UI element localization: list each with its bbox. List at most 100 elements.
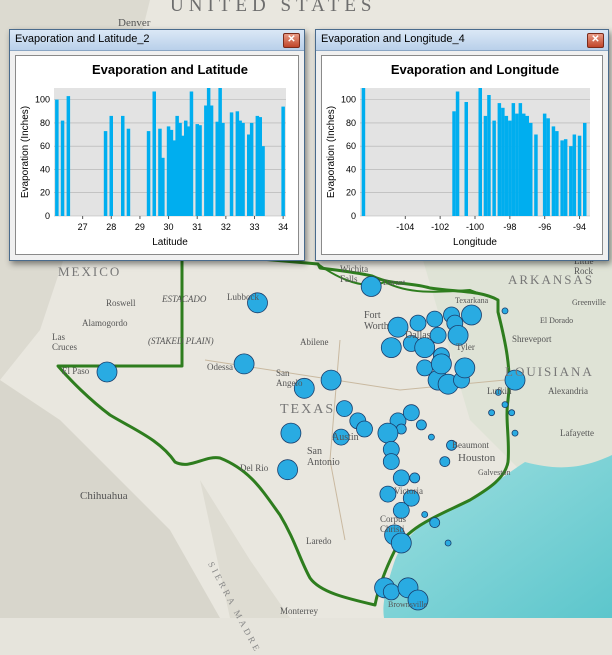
chart-bar[interactable] xyxy=(121,115,125,216)
weather-station-marker[interactable] xyxy=(461,304,482,326)
weather-station-marker[interactable] xyxy=(293,377,315,399)
chart-bar[interactable] xyxy=(577,135,582,216)
weather-station-marker[interactable] xyxy=(421,511,429,518)
chart-bar[interactable] xyxy=(161,157,165,216)
weather-station-marker[interactable] xyxy=(511,429,519,437)
chart-bar[interactable] xyxy=(361,88,366,216)
chart-bar[interactable] xyxy=(181,135,185,216)
chart-bar[interactable] xyxy=(529,122,533,216)
chart-bar[interactable] xyxy=(109,115,114,216)
weather-station-marker[interactable] xyxy=(332,428,350,446)
weather-station-marker[interactable] xyxy=(426,310,444,328)
chart-bar[interactable] xyxy=(569,146,573,216)
chart-bar[interactable] xyxy=(158,128,162,216)
weather-station-marker[interactable] xyxy=(430,353,452,375)
chart-bar[interactable] xyxy=(249,122,254,216)
chart-bar[interactable] xyxy=(546,118,550,216)
station-layer[interactable] xyxy=(96,276,526,611)
weather-station-marker[interactable] xyxy=(402,489,420,507)
chart-bar[interactable] xyxy=(487,95,491,216)
weather-station-marker[interactable] xyxy=(439,456,451,468)
weather-station-marker[interactable] xyxy=(392,501,410,519)
chart-bar[interactable] xyxy=(534,134,538,217)
chart-bar[interactable] xyxy=(166,126,171,216)
chart-bar[interactable] xyxy=(238,120,242,216)
weather-station-marker[interactable] xyxy=(409,314,427,332)
chart-bar[interactable] xyxy=(206,88,211,216)
chart-bar[interactable] xyxy=(560,140,564,216)
chart-bar[interactable] xyxy=(492,120,496,216)
chart-bar[interactable] xyxy=(478,88,483,216)
chart-bar[interactable] xyxy=(126,128,131,216)
weather-station-marker[interactable] xyxy=(382,583,400,601)
chart-bar[interactable] xyxy=(455,91,460,217)
chart-bar[interactable] xyxy=(152,91,157,217)
chart-bar[interactable] xyxy=(221,122,225,216)
weather-station-marker[interactable] xyxy=(508,409,516,417)
window-titlebar[interactable]: Evaporation and Longitude_4 ✕ xyxy=(316,30,608,51)
weather-station-marker[interactable] xyxy=(335,400,353,418)
weather-station-marker[interactable] xyxy=(280,422,302,444)
weather-station-marker[interactable] xyxy=(494,388,502,396)
chart-bar[interactable] xyxy=(508,120,512,216)
weather-station-marker[interactable] xyxy=(233,353,255,375)
chart-bar[interactable] xyxy=(522,113,526,216)
weather-station-marker[interactable] xyxy=(414,337,436,359)
chart-bar[interactable] xyxy=(241,122,245,216)
weather-station-marker[interactable] xyxy=(360,276,382,297)
weather-station-marker[interactable] xyxy=(392,469,410,487)
weather-station-marker[interactable] xyxy=(380,337,402,359)
chart-bar[interactable] xyxy=(178,122,182,216)
chart-bar[interactable] xyxy=(209,105,214,217)
weather-station-marker[interactable] xyxy=(427,433,435,441)
chart-bar[interactable] xyxy=(563,139,568,216)
chart-bar[interactable] xyxy=(60,120,65,216)
weather-station-marker[interactable] xyxy=(390,532,412,554)
chart-bar[interactable] xyxy=(572,134,577,217)
chart-bar[interactable] xyxy=(198,125,202,216)
weather-station-marker[interactable] xyxy=(277,459,299,481)
chart-bar[interactable] xyxy=(281,106,285,216)
chart-bar[interactable] xyxy=(483,115,488,216)
chart-bar[interactable] xyxy=(218,88,222,216)
chart-bar[interactable] xyxy=(452,111,456,216)
chart-bar[interactable] xyxy=(525,115,530,216)
chart-bar[interactable] xyxy=(146,131,151,216)
chart-bar[interactable] xyxy=(511,103,516,216)
chart-bar[interactable] xyxy=(504,115,509,216)
chart-bar[interactable] xyxy=(261,146,265,216)
chart-bar[interactable] xyxy=(501,107,505,216)
weather-station-marker[interactable] xyxy=(402,404,420,422)
chart-bar[interactable] xyxy=(189,91,194,217)
chart-bar[interactable] xyxy=(464,102,469,216)
chart-bar[interactable] xyxy=(55,99,59,216)
weather-station-marker[interactable] xyxy=(382,453,400,471)
weather-station-marker[interactable] xyxy=(444,539,452,547)
chart-bar[interactable] xyxy=(235,111,240,216)
close-button[interactable]: ✕ xyxy=(283,33,300,48)
weather-station-marker[interactable] xyxy=(320,369,342,391)
weather-station-marker[interactable] xyxy=(429,517,441,528)
chart-bar[interactable] xyxy=(515,113,519,216)
chart-bar[interactable] xyxy=(255,115,260,216)
chart-bar[interactable] xyxy=(66,96,71,216)
weather-station-marker[interactable] xyxy=(356,420,373,438)
chart-bar[interactable] xyxy=(103,131,108,216)
chart-bar[interactable] xyxy=(247,134,251,217)
chart-bar[interactable] xyxy=(551,126,556,216)
weather-station-marker[interactable] xyxy=(377,422,399,444)
weather-station-marker[interactable] xyxy=(415,419,427,431)
weather-station-marker[interactable] xyxy=(96,361,118,383)
chart-bar[interactable] xyxy=(195,124,200,216)
chart-bar[interactable] xyxy=(175,115,179,216)
weather-station-marker[interactable] xyxy=(504,369,526,391)
weather-station-marker[interactable] xyxy=(387,316,409,338)
weather-station-marker[interactable] xyxy=(247,292,268,314)
weather-station-marker[interactable] xyxy=(446,439,457,451)
chart-window-longitude[interactable]: Evaporation and Longitude_4 ✕ Evaporatio… xyxy=(315,29,609,261)
weather-station-marker[interactable] xyxy=(409,472,421,484)
chart-bar[interactable] xyxy=(204,105,208,217)
weather-station-marker[interactable] xyxy=(447,324,469,346)
chart-bar[interactable] xyxy=(497,103,502,216)
chart-bar[interactable] xyxy=(229,112,234,216)
